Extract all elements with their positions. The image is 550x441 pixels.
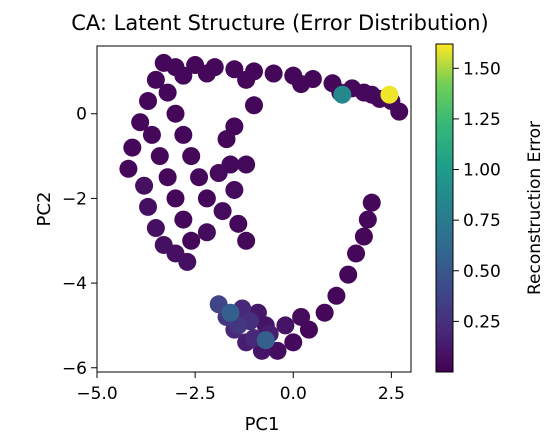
data-point: [150, 147, 169, 166]
data-point: [209, 164, 228, 183]
data-point: [225, 60, 244, 79]
data-point: [154, 53, 173, 72]
colorbar-tick-label: 0.25: [463, 312, 501, 332]
data-point: [256, 331, 275, 350]
data-point: [119, 159, 138, 178]
x-tick-label: 2.5: [378, 384, 405, 404]
y-tick-label: −4: [62, 274, 87, 294]
colorbar-tick-label: 0.75: [463, 211, 501, 231]
data-point: [146, 70, 165, 89]
data-point: [237, 231, 256, 250]
data-point: [268, 341, 287, 360]
data-point: [217, 130, 236, 149]
colorbar-tick-label: 1.50: [463, 59, 501, 79]
plot-frame: [96, 45, 412, 373]
x-axis-ticks: −5.0 −2.5 0.0 2.5: [76, 372, 405, 404]
data-point: [327, 286, 346, 305]
data-point: [354, 227, 373, 246]
x-axis-label: PC1: [245, 414, 280, 435]
data-point: [333, 85, 352, 104]
data-point: [190, 168, 209, 187]
data-point: [315, 303, 334, 322]
y-tick-label: −6: [62, 359, 87, 379]
data-point: [362, 85, 381, 104]
colorbar-label: Reconstruction Error: [525, 121, 545, 295]
colorbar-tick-label: 1.25: [463, 110, 501, 130]
data-point: [292, 307, 311, 326]
data-point: [264, 64, 283, 83]
data-point: [358, 210, 377, 229]
y-axis-label: PC2: [34, 192, 55, 227]
data-points: [119, 53, 409, 360]
data-point: [166, 104, 185, 123]
data-point: [197, 223, 216, 242]
data-point: [245, 96, 263, 115]
data-point: [237, 155, 256, 174]
chart-title: CA: Latent Structure (Error Distribution…: [71, 11, 488, 35]
x-tick-label: −5.0: [76, 384, 117, 404]
data-point: [174, 66, 193, 85]
data-point: [276, 316, 295, 335]
data-point: [197, 189, 216, 208]
y-axis-ticks: 0 −2 −4 −6: [62, 105, 97, 379]
y-tick-label: 0: [76, 105, 87, 125]
data-point: [174, 125, 193, 144]
data-point: [139, 197, 158, 216]
data-point: [135, 176, 154, 195]
data-point: [292, 75, 311, 94]
data-point: [221, 303, 240, 322]
colorbar-ticks: 0.25 0.50 0.75 1.00 1.25 1.50: [453, 59, 501, 332]
data-point: [213, 202, 232, 221]
data-point: [380, 85, 399, 104]
data-point: [339, 265, 358, 284]
data-point: [131, 113, 150, 132]
data-point: [225, 180, 244, 199]
data-point: [123, 138, 142, 157]
data-point: [139, 92, 158, 111]
colorbar-tick-label: 1.00: [463, 161, 501, 181]
data-point: [229, 214, 248, 233]
data-point: [182, 147, 201, 166]
x-tick-label: 0.0: [280, 384, 307, 404]
data-point: [178, 252, 197, 271]
data-point: [197, 64, 216, 83]
data-point: [347, 244, 366, 263]
data-point: [166, 189, 185, 208]
y-tick-label: −2: [62, 189, 87, 209]
data-point: [237, 70, 256, 89]
data-point: [174, 210, 193, 229]
data-point: [158, 168, 177, 187]
colorbar: [435, 43, 454, 373]
data-point: [284, 333, 303, 352]
data-point: [142, 125, 161, 144]
data-point: [146, 219, 165, 238]
x-tick-label: −2.5: [174, 384, 215, 404]
data-point: [182, 231, 201, 250]
data-point: [158, 83, 177, 102]
data-point: [362, 193, 381, 212]
colorbar-tick-label: 0.50: [463, 262, 501, 282]
